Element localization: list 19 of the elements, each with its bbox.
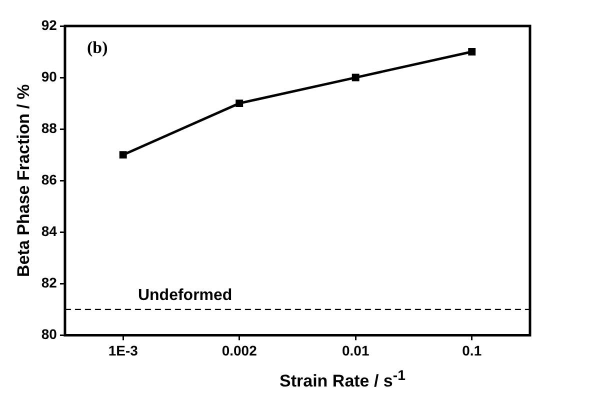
x-axis-title: Strain Rate / s$^{-1}$ (278, 368, 406, 392)
point (119, 151, 127, 159)
y-tick-label: 84 (41, 222, 58, 239)
annotation: (b) (86, 38, 108, 57)
y-tick-label: 80 (41, 326, 58, 342)
x-tick-label: 0.1 (462, 342, 482, 358)
y-tick-label: 82 (41, 274, 58, 291)
x-tick-label: 0.01 (342, 342, 370, 358)
y-tick-label: 92 (41, 16, 58, 33)
x-tick-label: 0.002 (222, 342, 258, 358)
y-tick-label: 86 (41, 171, 58, 188)
y-tick-label: 90 (41, 68, 58, 84)
y-axis-title: Beta Phase Fraction / % (14, 84, 33, 277)
point (468, 48, 476, 56)
ref-line-label: Undeformed (138, 286, 232, 304)
x-tick-label: 1E-3 (108, 342, 138, 358)
point (352, 74, 360, 82)
point (236, 100, 244, 108)
y-tick-label: 88 (41, 120, 58, 136)
